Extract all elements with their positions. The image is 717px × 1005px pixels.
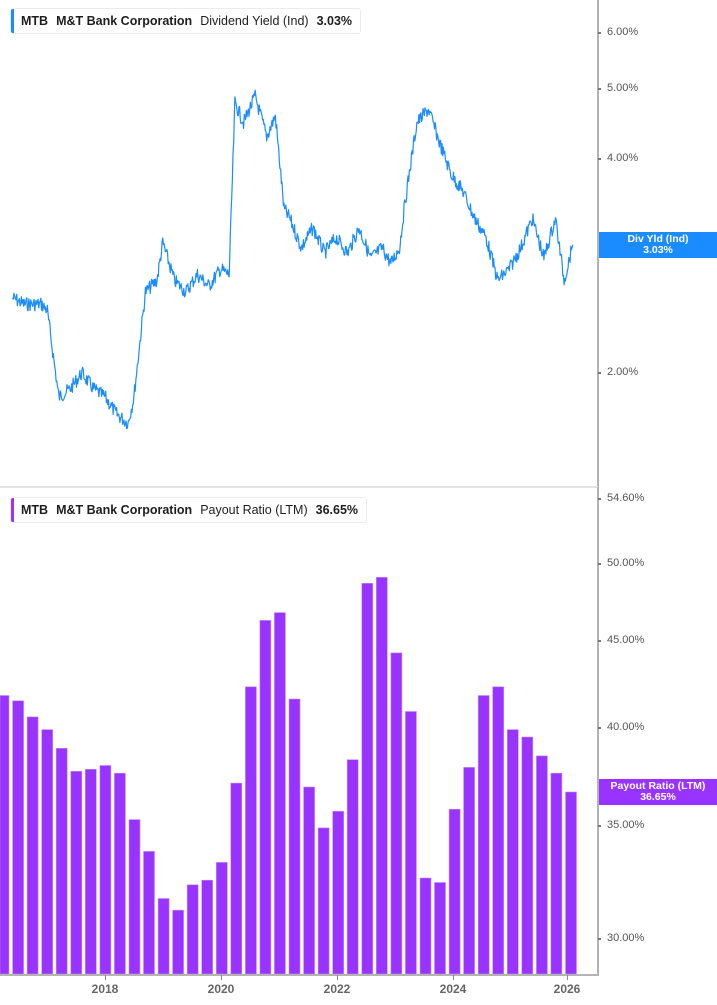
payout-ratio-value-tag: Payout Ratio (LTM) 36.65% (599, 779, 717, 805)
payout-ratio-bar[interactable] (492, 686, 505, 975)
y-tick-mark (598, 158, 601, 160)
series-color-marker (11, 9, 14, 33)
dividend-yield-value-tag: Div Yld (Ind) 3.03% (599, 232, 717, 258)
y-tick-mark (598, 640, 601, 642)
payout-ratio-bar[interactable] (506, 729, 519, 975)
y-tick-label: 54.60% (607, 492, 645, 504)
y-tick-mark (598, 563, 601, 565)
payout-ratio-bar[interactable] (99, 765, 112, 975)
y-tick-mark (598, 825, 601, 827)
y-tick-mark (598, 32, 601, 34)
payout-ratio-bar[interactable] (448, 808, 461, 975)
payout-ratio-bar[interactable] (317, 827, 330, 975)
x-tick-mark (337, 975, 338, 980)
payout-ratio-bar[interactable] (143, 851, 155, 975)
legend-company: M&T Bank Corporation (56, 14, 193, 28)
y-tick-label: 35.00% (607, 819, 645, 831)
legend-ticker: MTB (21, 503, 49, 517)
payout-ratio-bar[interactable] (477, 695, 490, 975)
payout-ratio-bar[interactable] (85, 768, 97, 975)
x-tick-label: 2026 (553, 982, 581, 996)
y-tick-label: 2.00% (607, 366, 639, 378)
payout-ratio-bar[interactable] (230, 782, 243, 975)
x-tick-mark (453, 975, 454, 980)
x-axis-line (0, 974, 599, 976)
x-tick-mark (567, 975, 568, 980)
payout-ratio-bar[interactable] (434, 882, 446, 975)
y-tick-label: 30.00% (607, 932, 645, 944)
x-tick-label: 2018 (91, 982, 119, 996)
dividend-yield-line (12, 89, 574, 430)
legend-value: 3.03% (316, 14, 353, 28)
payout-ratio-bar[interactable] (361, 582, 374, 975)
y-tick-label: 45.00% (607, 634, 645, 646)
x-tick-label: 2022 (323, 982, 351, 996)
y-tick-label: 50.00% (607, 557, 645, 569)
payout-ratio-bar[interactable] (201, 879, 213, 975)
payout-ratio-bar[interactable] (0, 695, 10, 975)
y-tick-label: 5.00% (607, 82, 639, 94)
payout-ratio-bar[interactable] (245, 686, 257, 975)
dividend-yield-line-chart (12, 89, 574, 430)
y-tick-label: 40.00% (607, 721, 645, 733)
payout-ratio-bar[interactable] (565, 791, 577, 975)
y-axis-line-top (597, 0, 599, 487)
y-tick-label: 4.00% (607, 152, 639, 164)
payout-ratio-bar[interactable] (550, 772, 563, 975)
x-tick-mark (105, 975, 106, 980)
payout-ratio-bar[interactable] (12, 700, 24, 975)
payout-ratio-bar[interactable] (536, 755, 548, 975)
y-tick-mark (598, 88, 601, 90)
value-tag-label: Div Yld (Ind) (627, 233, 689, 245)
payout-ratio-bar[interactable] (390, 652, 403, 975)
dividend-yield-legend[interactable]: MTB M&T Bank Corporation Dividend Yield … (10, 8, 362, 34)
payout-ratio-bar[interactable] (114, 772, 126, 975)
legend-ticker: MTB (21, 14, 49, 28)
payout-ratio-bar[interactable] (419, 877, 432, 975)
payout-ratio-bar[interactable] (157, 898, 170, 975)
payout-ratio-bar[interactable] (216, 862, 228, 975)
payout-ratio-bar[interactable] (186, 884, 199, 975)
series-color-marker (11, 498, 14, 522)
y-tick-label: 6.00% (607, 26, 639, 38)
payout-ratio-bar[interactable] (521, 736, 534, 975)
y-tick-mark (598, 372, 601, 374)
payout-ratio-bar[interactable] (128, 819, 141, 975)
payout-ratio-bar[interactable] (288, 698, 301, 975)
panel-divider (0, 486, 598, 488)
y-tick-mark (598, 938, 601, 940)
payout-ratio-bar[interactable] (172, 909, 184, 975)
legend-value: 36.65% (315, 503, 359, 517)
dividend-yield-panel: MTB M&T Bank Corporation Dividend Yield … (0, 0, 717, 487)
legend-metric: Dividend Yield (Ind) (200, 14, 309, 28)
value-tag-value: 3.03% (643, 244, 673, 256)
payout-ratio-legend[interactable]: MTB M&T Bank Corporation Payout Ratio (L… (10, 497, 368, 523)
x-tick-label: 2020 (207, 982, 235, 996)
payout-ratio-bar[interactable] (26, 716, 39, 975)
payout-ratio-bar[interactable] (70, 770, 83, 975)
value-tag-label: Payout Ratio (LTM) (610, 780, 706, 792)
x-tick-mark (221, 975, 222, 980)
payout-ratio-bar[interactable] (405, 711, 417, 975)
payout-ratio-bar[interactable] (259, 620, 272, 975)
payout-ratio-bar[interactable] (463, 767, 475, 975)
y-axis-line-bottom (597, 487, 599, 975)
payout-ratio-bar[interactable] (274, 612, 286, 975)
payout-ratio-bar[interactable] (55, 747, 68, 975)
x-tick-label: 2024 (439, 982, 467, 996)
y-tick-mark (598, 727, 601, 729)
payout-ratio-bar[interactable] (332, 810, 345, 975)
payout-ratio-bar[interactable] (41, 729, 54, 975)
legend-company: M&T Bank Corporation (56, 503, 193, 517)
value-tag-value: 36.65% (640, 791, 676, 803)
legend-metric: Payout Ratio (LTM) (200, 503, 308, 517)
y-tick-mark (598, 498, 601, 500)
payout-ratio-bar[interactable] (303, 786, 315, 975)
payout-ratio-bar[interactable] (375, 576, 388, 975)
payout-ratio-bar[interactable] (346, 759, 359, 975)
